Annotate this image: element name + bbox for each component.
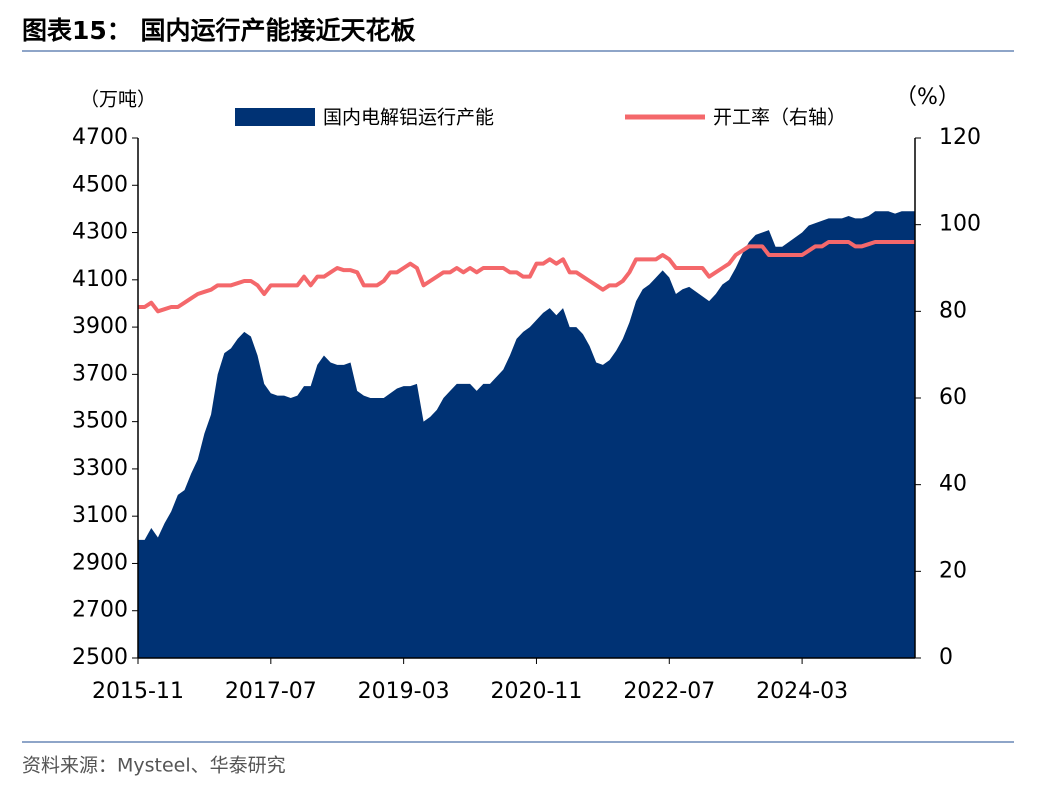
y-tick-label: 3100 [72,503,128,528]
source: 资料来源：Mysteel、华泰研究 [22,755,286,777]
y-tick-label: 4700 [72,125,128,150]
area [138,211,915,658]
y2-tick-label: 60 [939,385,967,410]
x-tick-label: 2015-11 [92,679,184,704]
y2-axis-label: （%） [895,85,960,110]
y-tick-label: 4500 [72,172,128,197]
y2-tick-label: 20 [939,558,967,583]
x-tick-label: 2024-03 [756,679,848,704]
legend-label: 开工率（右轴） [713,107,846,129]
y-axis-label: （万吨） [80,89,156,111]
y2-tick-label: 120 [939,125,981,150]
y-tick-label: 3700 [72,361,128,386]
legend-swatch [235,108,315,126]
y-tick-label: 3300 [72,456,128,481]
x-tick-label: 2017-07 [225,679,317,704]
x-tick-label: 2019-03 [358,679,450,704]
y-tick-label: 3500 [72,409,128,434]
x-tick-label: 2022-07 [623,679,715,704]
y2-tick-label: 100 [939,212,981,237]
y2-tick-label: 40 [939,472,967,497]
y-tick-label: 2500 [72,645,128,670]
x-tick-label: 2020-11 [491,679,583,704]
y2-tick-label: 80 [939,298,967,323]
chart-title: 图表15： 国内运行产能接近天花板 [22,16,416,45]
y-tick-label: 4100 [72,267,128,292]
line [138,240,915,314]
y-tick-label: 2900 [72,550,128,575]
legend-label: 国内电解铝运行产能 [323,107,494,129]
y-tick-label: 3900 [72,314,128,339]
y2-tick-label: 0 [939,645,953,670]
y-tick-label: 2700 [72,598,128,623]
y-tick-label: 4300 [72,220,128,245]
